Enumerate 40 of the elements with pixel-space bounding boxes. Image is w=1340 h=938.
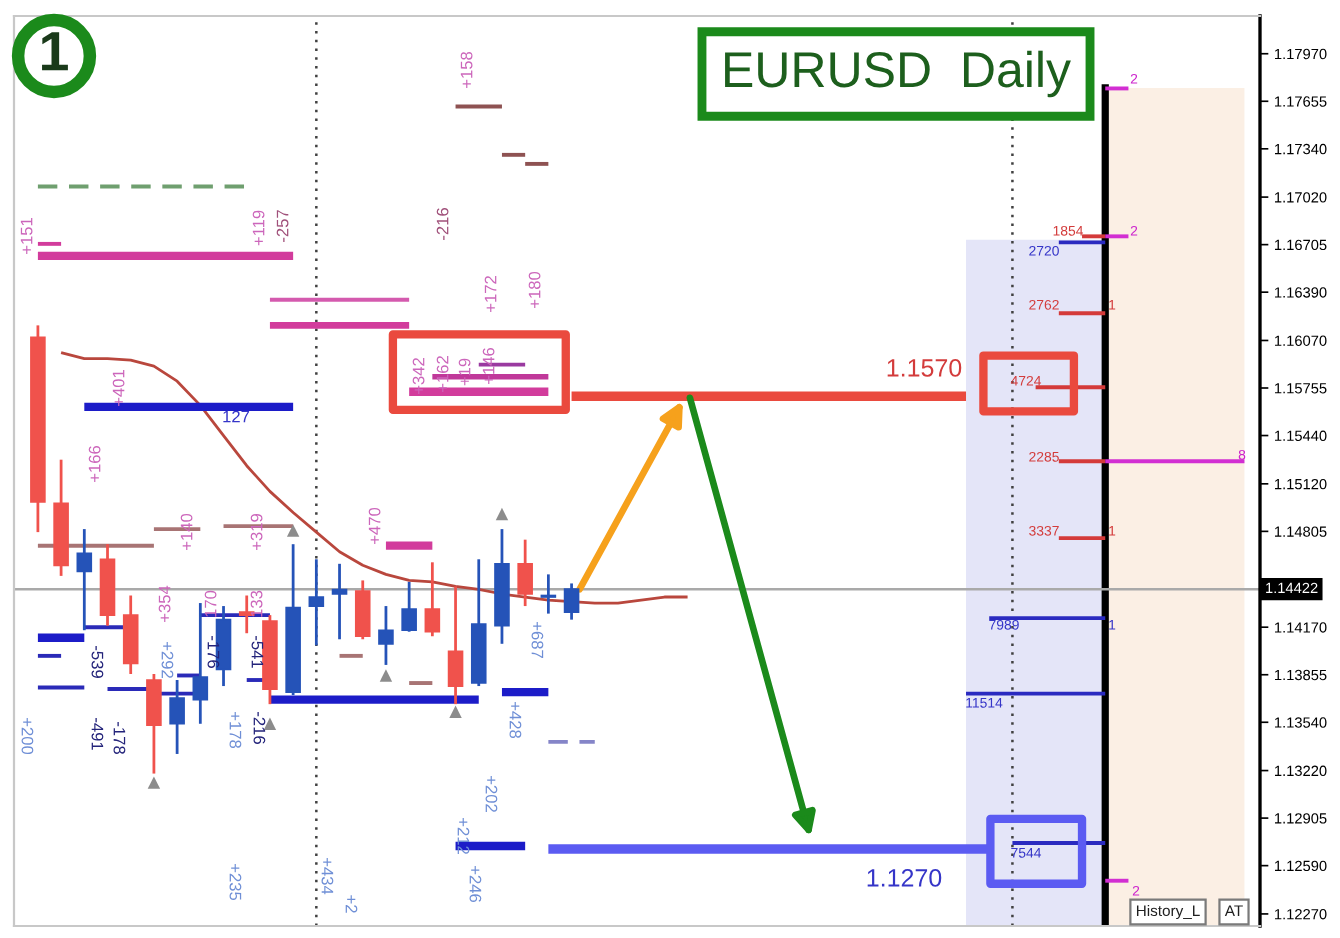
annotation: -178 <box>113 722 126 754</box>
annotation: +180 <box>528 271 541 308</box>
annotation: +202 <box>485 776 498 812</box>
annotation: 1 <box>42 32 68 71</box>
annotation: +162 <box>436 356 449 392</box>
annotation: +292 <box>161 642 174 678</box>
annotation: -216 <box>253 712 266 744</box>
annotation: -176 <box>207 636 220 668</box>
annotation: -216 <box>436 208 449 240</box>
annotation: 1.1270 <box>867 869 942 887</box>
annotation: +172 <box>484 276 497 312</box>
annotation: +178 <box>229 712 242 749</box>
annotation: +235 <box>229 864 242 901</box>
annotation: 127 <box>223 410 250 423</box>
annotation: 1.1570 <box>887 359 962 377</box>
annotation: +428 <box>509 702 522 739</box>
annotation: +119 <box>252 210 265 246</box>
annotation: +200 <box>21 718 34 755</box>
annotation: +166 <box>88 445 101 482</box>
annotation: +401 <box>112 370 125 406</box>
annotation: +470 <box>368 507 381 544</box>
annotation: +2 <box>345 895 358 913</box>
annotation: -257 <box>276 210 289 242</box>
annotation: +19 <box>458 358 471 386</box>
annotation: -541 <box>251 636 264 668</box>
annotation: +687 <box>531 622 544 658</box>
annotation: 170 <box>204 590 217 617</box>
annotation: +158 <box>460 51 473 88</box>
annotation: +146 <box>482 347 495 384</box>
annotation: +140 <box>180 513 193 550</box>
annotation: +354 <box>158 585 171 622</box>
annotation: +212 <box>457 818 470 854</box>
annotation: +246 <box>469 866 482 903</box>
annotation: -491 <box>91 718 104 750</box>
annotation: +434 <box>321 858 334 895</box>
annotation: +319 <box>250 514 263 550</box>
annotation: +151 <box>20 218 33 254</box>
text: EURUSD Daily <box>725 50 1071 98</box>
annotation: -539 <box>91 646 104 678</box>
annotation: 133 <box>250 590 263 617</box>
